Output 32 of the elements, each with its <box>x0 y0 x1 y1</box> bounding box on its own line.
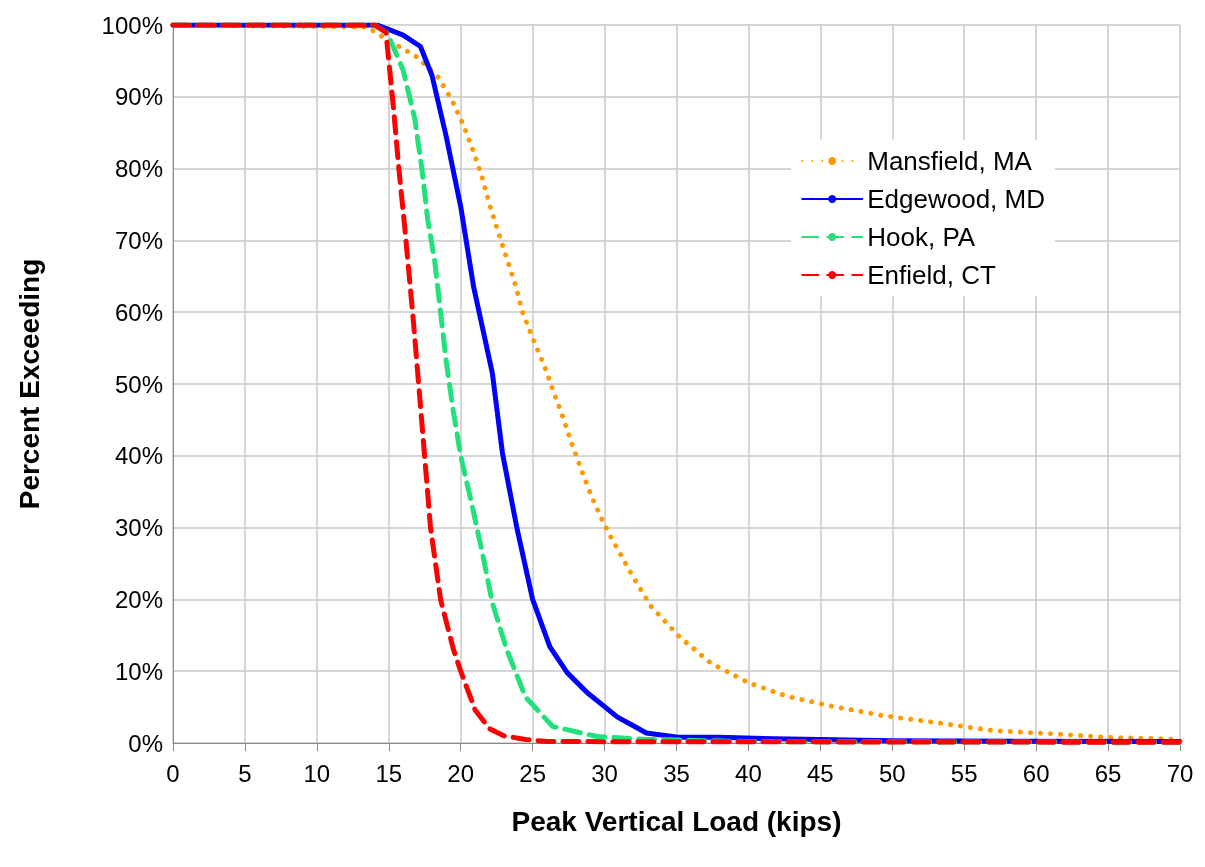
x-tick-label: 30 <box>591 759 618 787</box>
x-tick-label: 25 <box>519 759 546 787</box>
x-tick-label: 60 <box>1022 759 1050 787</box>
x-tick-label: 10 <box>303 759 331 787</box>
x-tick-label: 65 <box>1094 759 1122 787</box>
x-tick-label: 5 <box>238 759 252 787</box>
y-tick-label: 90% <box>114 83 163 111</box>
legend-label: Mansfield, MA <box>867 146 1033 176</box>
legend-label: Hook, PA <box>867 222 976 252</box>
x-tick-label: 40 <box>735 759 762 787</box>
x-tick-label: 70 <box>1166 759 1194 787</box>
y-tick-label: 10% <box>114 657 163 685</box>
x-axis-title: Peak Vertical Load (kips) <box>511 805 842 837</box>
x-tick-label: 55 <box>950 759 978 787</box>
x-tick-label: 20 <box>447 759 475 787</box>
x-tick-label: 0 <box>166 759 180 787</box>
y-tick-label: 70% <box>114 226 163 254</box>
y-tick-label: 20% <box>114 585 163 613</box>
y-tick-label: 30% <box>114 514 163 542</box>
y-tick-label: 60% <box>114 298 163 326</box>
x-tick-label: 15 <box>375 759 403 787</box>
y-tick-label: 80% <box>114 155 163 183</box>
x-tick-label: 50 <box>878 759 906 787</box>
x-tick-label: 45 <box>807 759 834 787</box>
legend-label: Edgewood, MD <box>867 184 1046 214</box>
y-tick-label: 100% <box>101 11 163 39</box>
y-tick-label: 40% <box>114 442 163 470</box>
y-axis-title: Percent Exceeding <box>13 258 45 510</box>
legend-label: Enfield, CT <box>867 260 996 290</box>
x-tick-label: 35 <box>663 759 690 787</box>
y-tick-label: 0% <box>128 729 163 757</box>
y-tick-label: 50% <box>114 370 163 398</box>
